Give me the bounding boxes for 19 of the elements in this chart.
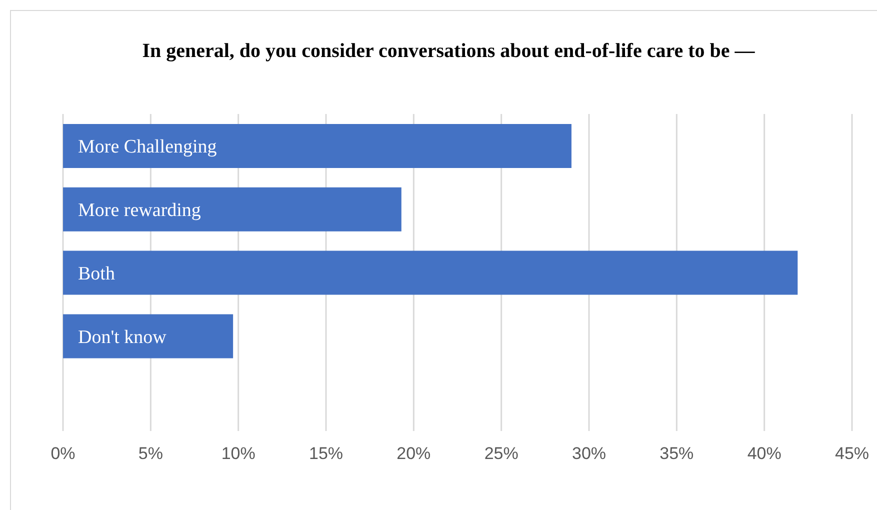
y-tick-label: Don't know [78, 326, 167, 348]
x-tick-label: 30% [572, 444, 606, 464]
x-tick-label: 20% [396, 444, 431, 464]
x-tick-label: 10% [221, 444, 256, 464]
x-tick-label: 5% [138, 444, 163, 464]
y-tick-label: More rewarding [78, 200, 202, 222]
bar [63, 124, 572, 168]
chart-title: In general, do you consider conversations about end-of-life care to be — [141, 40, 756, 63]
bar [63, 187, 402, 232]
x-tick-label: 45% [834, 444, 870, 464]
x-tick-label: 15% [308, 444, 344, 464]
y-tick-label: More Challenging [78, 136, 218, 158]
x-tick-label: 0% [50, 444, 76, 464]
y-tick-label: Both [78, 264, 116, 285]
x-tick-label: 25% [484, 444, 518, 464]
x-tick-label: 35% [660, 444, 694, 464]
x-tick-label: 40% [747, 444, 782, 464]
bar [63, 314, 234, 358]
bar [63, 250, 798, 295]
